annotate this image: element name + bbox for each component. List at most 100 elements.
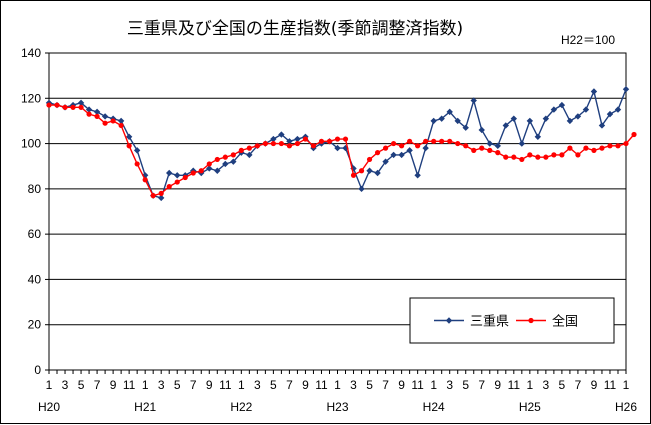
data-point <box>415 143 421 149</box>
chart-title: 三重県及び全国の生産指数(季節調整済指数) <box>127 19 463 39</box>
data-point <box>390 151 397 159</box>
data-point <box>158 190 164 196</box>
data-point <box>599 145 605 151</box>
data-point <box>334 144 341 152</box>
data-point <box>423 138 429 144</box>
data-point <box>550 106 558 113</box>
data-point <box>214 167 221 174</box>
data-point <box>542 115 550 122</box>
data-point <box>366 167 373 174</box>
data-point <box>230 158 237 165</box>
data-point <box>342 136 349 142</box>
x-tick-label: 1 <box>623 378 630 392</box>
data-point <box>286 143 293 149</box>
data-point <box>206 165 213 172</box>
data-point <box>519 156 525 163</box>
data-point <box>326 138 333 144</box>
x-tick-label: 5 <box>559 378 566 392</box>
data-point <box>302 136 309 142</box>
data-point <box>502 122 509 129</box>
data-point <box>78 104 84 110</box>
data-point <box>174 172 181 179</box>
x-tick-label: 3 <box>350 378 357 392</box>
base-year-note: H22＝100 <box>561 33 615 47</box>
x-tick-label: 3 <box>446 378 453 392</box>
data-point <box>214 156 220 163</box>
year-label: H21 <box>134 400 156 414</box>
data-point <box>615 143 621 149</box>
x-tick-label: 5 <box>174 378 181 392</box>
data-point <box>439 138 445 144</box>
data-point <box>126 143 132 149</box>
year-label: H24 <box>423 400 445 414</box>
data-point <box>166 169 173 177</box>
x-tick-label: 1 <box>334 378 341 392</box>
data-point <box>350 172 357 178</box>
data-point <box>222 160 229 168</box>
data-point <box>174 179 180 185</box>
data-point <box>622 86 630 93</box>
x-tick-label: 5 <box>462 378 469 392</box>
data-point <box>101 113 109 120</box>
data-point <box>462 124 469 131</box>
x-tick-label: 9 <box>110 378 117 392</box>
data-point <box>294 135 301 143</box>
x-tick-label: 7 <box>575 378 582 392</box>
data-point <box>398 151 405 159</box>
data-point <box>582 106 590 113</box>
x-tick-label: 7 <box>190 378 197 392</box>
x-tick-label: 9 <box>302 378 309 392</box>
data-point <box>478 126 485 134</box>
data-point <box>431 138 437 144</box>
data-point <box>246 151 253 159</box>
x-tick-label: 5 <box>78 378 85 392</box>
x-tick-label: 11 <box>219 378 232 392</box>
data-point <box>414 172 421 179</box>
data-point <box>574 113 582 120</box>
data-point <box>631 131 637 138</box>
data-point <box>422 144 429 152</box>
data-point <box>93 108 101 116</box>
data-point <box>567 145 573 151</box>
data-point <box>278 131 285 138</box>
x-tick-label: 11 <box>123 378 136 392</box>
data-point <box>182 174 188 181</box>
data-point <box>623 140 629 147</box>
data-point <box>551 152 557 158</box>
data-point <box>590 88 598 95</box>
data-point <box>591 147 597 153</box>
data-point <box>46 102 52 108</box>
data-point <box>575 152 581 158</box>
data-point <box>503 154 509 160</box>
x-tick-label: 9 <box>398 378 405 392</box>
data-point <box>463 143 469 149</box>
data-point <box>487 147 493 153</box>
year-label: H23 <box>326 400 348 414</box>
data-point <box>479 145 485 151</box>
data-point <box>358 185 365 193</box>
data-point <box>134 161 140 167</box>
y-tick-label: 140 <box>21 46 41 60</box>
data-point <box>471 147 477 153</box>
data-point <box>62 104 68 110</box>
data-point <box>559 152 565 158</box>
legend-marker-shape <box>445 317 453 324</box>
data-point <box>606 110 614 118</box>
series-national <box>46 102 637 199</box>
data-point <box>85 106 93 113</box>
legend-marker-national <box>528 317 534 324</box>
data-point <box>366 156 373 163</box>
x-tick-label: 1 <box>430 378 437 392</box>
data-point <box>230 152 236 158</box>
data-point <box>94 113 100 119</box>
y-tick-label: 20 <box>28 318 42 332</box>
data-point <box>278 140 285 147</box>
data-point <box>583 145 589 151</box>
data-point <box>430 117 437 125</box>
data-point <box>150 193 156 199</box>
data-point <box>526 117 534 125</box>
data-point <box>286 138 293 145</box>
data-point <box>77 99 85 107</box>
